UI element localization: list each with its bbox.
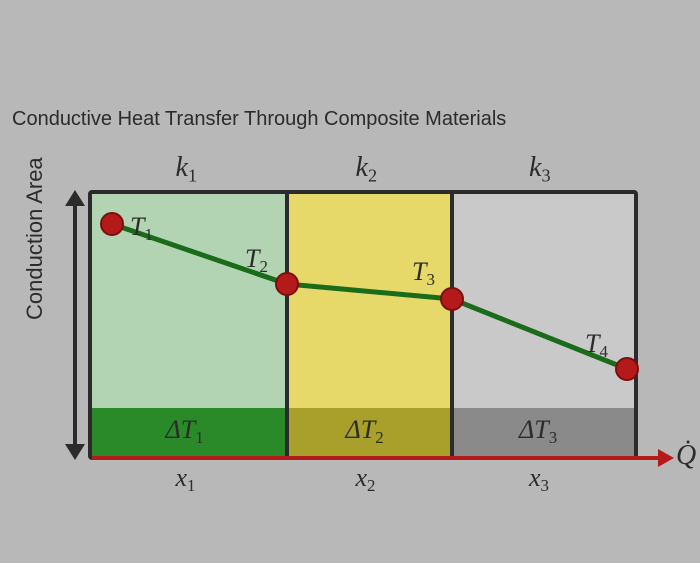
heat-flow-label: Q̇ (676, 440, 696, 472)
dt-label-2: ΔT2 (346, 415, 384, 448)
y-axis-label: Conduction Area (22, 157, 48, 320)
k-label-3: k3 (529, 152, 551, 186)
conduction-area-arrow (65, 190, 85, 460)
page-title: Conductive Heat Transfer Through Composi… (12, 108, 506, 131)
temperature-node-T1 (100, 212, 124, 236)
x-label-1: x1 (176, 463, 196, 496)
heat-flow-arrow (92, 456, 660, 460)
composite-wall-diagram: k1x1ΔT1k2x2ΔT2k3x3ΔT3 T1 T2 T3 T4 (88, 190, 638, 460)
x-label-3: x3 (529, 463, 549, 496)
layer-1: k1x1ΔT1 (92, 194, 287, 456)
layer-2: k2x2ΔT2 (287, 194, 452, 456)
k-label-1: k1 (176, 152, 198, 186)
x-label-2: x2 (356, 463, 376, 496)
divider-1 (285, 194, 289, 456)
layer-3: k3x3ΔT3 (452, 194, 634, 456)
temperature-node-T4 (615, 357, 639, 381)
dt-label-3: ΔT3 (519, 415, 557, 448)
dt-label-1: ΔT1 (166, 415, 204, 448)
temperature-node-T3 (440, 287, 464, 311)
temperature-label-T2: T2 (245, 244, 268, 277)
temperature-label-T3: T3 (412, 257, 435, 290)
temperature-node-T2 (275, 272, 299, 296)
k-label-2: k2 (356, 152, 378, 186)
temperature-label-T1: T1 (130, 212, 153, 245)
heat-flow-arrowhead (658, 449, 674, 467)
temperature-label-T4: T4 (585, 329, 608, 362)
divider-2 (450, 194, 454, 456)
